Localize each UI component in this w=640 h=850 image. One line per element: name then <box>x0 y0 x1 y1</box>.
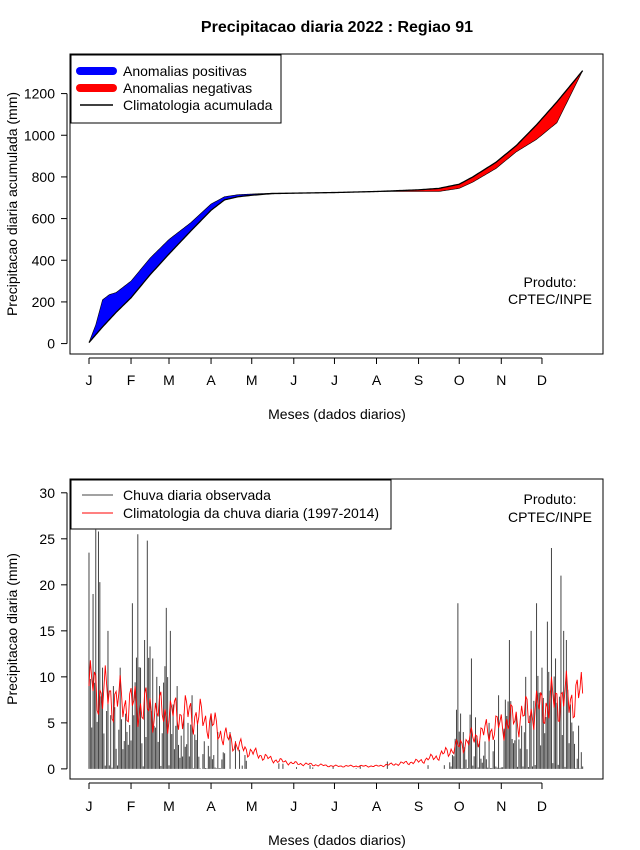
y-tick-label: 600 <box>32 211 56 227</box>
legend-box <box>70 479 392 530</box>
plot-frame <box>69 53 604 355</box>
y-tick-label: 15 <box>39 623 55 639</box>
x-tick-label: A <box>206 372 216 388</box>
y-axis-label: Precipitacao diaria (mm) <box>4 553 20 705</box>
x-tick-label: J <box>290 372 297 388</box>
y-tick-label: 20 <box>39 577 55 593</box>
climatology-daily-line <box>88 660 584 768</box>
y-tick-label: 0 <box>47 761 55 777</box>
y-tick-label: 0 <box>47 336 55 352</box>
x-tick-label: F <box>127 372 136 388</box>
legend-label: Anomalias negativas <box>123 80 252 96</box>
x-axis-label: Meses (dados diarios) <box>268 832 406 848</box>
x-tick-label: J <box>331 798 338 814</box>
y-tick-label: 200 <box>32 294 56 310</box>
x-tick-label: D <box>537 372 547 388</box>
y-tick-label: 10 <box>39 669 55 685</box>
y-tick-label: 400 <box>32 252 56 268</box>
negative-anomaly-area <box>377 70 583 192</box>
x-tick-label: O <box>454 372 465 388</box>
annotation-product: Produto: <box>524 491 577 507</box>
x-tick-label: A <box>372 798 382 814</box>
y-tick-label: 25 <box>39 531 55 547</box>
x-tick-label: F <box>127 798 136 814</box>
daily-plot: 0 5 10 15 20 25 30 Precipitacao diaria (mm) J F M A… <box>4 478 604 848</box>
x-tick-label: O <box>454 798 465 814</box>
x-tick-label: M <box>163 798 175 814</box>
x-tick-label: D <box>537 798 547 814</box>
x-tick-label: A <box>372 372 382 388</box>
y-tick-label: 1200 <box>24 86 55 102</box>
x-tick-label: M <box>246 372 258 388</box>
chart-title: Precipitacao diaria 2022 : Regiao 91 <box>201 19 473 36</box>
x-tick-label: N <box>496 798 506 814</box>
y-axis-label: Precipitacao diaria acumulada (mm) <box>4 92 20 316</box>
annotation-source: CPTEC/INPE <box>508 291 592 307</box>
x-tick-label: A <box>206 798 216 814</box>
x-tick-label: J <box>85 372 92 388</box>
y-tick-label: 800 <box>32 169 56 185</box>
x-tick-label: J <box>290 798 297 814</box>
positive-anomaly-area <box>88 191 379 343</box>
x-tick-label: S <box>414 372 423 388</box>
x-tick-label: J <box>331 372 338 388</box>
legend-label: Climatologia acumulada <box>123 97 273 113</box>
legend-label: Anomalias positivas <box>123 63 247 79</box>
plot-frame <box>69 478 604 780</box>
legend-label: Chuva diaria observada <box>123 487 271 503</box>
y-tick-label: 1000 <box>24 127 55 143</box>
x-axis-label: Meses (dados diarios) <box>268 406 406 422</box>
y-tick-label: 30 <box>39 485 55 501</box>
x-tick-label: J <box>85 798 92 814</box>
annotation-product: Produto: <box>524 274 577 290</box>
x-tick-label: S <box>414 798 423 814</box>
legend-label: Climatologia da chuva diaria (1997-2014) <box>123 505 379 521</box>
annotation-source: CPTEC/INPE <box>508 509 592 525</box>
x-tick-label: M <box>246 798 258 814</box>
y-tick-label: 5 <box>47 715 55 731</box>
x-tick-label: M <box>163 372 175 388</box>
x-tick-label: N <box>496 372 506 388</box>
climatology-cumulative-line <box>88 70 584 343</box>
